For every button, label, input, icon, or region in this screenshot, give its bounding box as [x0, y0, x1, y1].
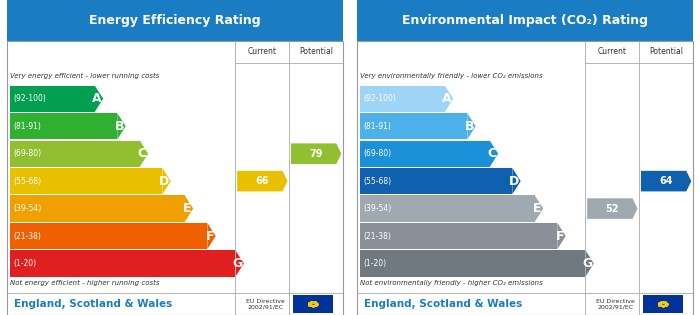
Bar — [10, 113, 118, 139]
Polygon shape — [162, 168, 171, 194]
Text: (39-54): (39-54) — [364, 204, 392, 213]
Text: Potential: Potential — [299, 48, 333, 56]
Bar — [360, 86, 444, 112]
Text: A: A — [442, 92, 452, 105]
Bar — [10, 140, 140, 167]
Polygon shape — [291, 143, 342, 164]
Text: (21-38): (21-38) — [14, 232, 41, 241]
Text: (21-38): (21-38) — [364, 232, 391, 241]
Polygon shape — [468, 113, 476, 139]
Text: (1-20): (1-20) — [14, 259, 37, 268]
Text: A: A — [92, 92, 102, 105]
Polygon shape — [235, 250, 244, 277]
Text: F: F — [556, 230, 564, 243]
Text: B: B — [115, 120, 124, 133]
Polygon shape — [140, 140, 148, 167]
Polygon shape — [444, 86, 453, 112]
Text: England, Scotland & Wales: England, Scotland & Wales — [14, 299, 172, 309]
Bar — [10, 196, 185, 222]
Polygon shape — [118, 113, 126, 139]
Polygon shape — [512, 168, 521, 194]
Text: G: G — [232, 257, 242, 270]
Text: 66: 66 — [256, 176, 269, 186]
Text: Very environmentally friendly - lower CO₂ emissions: Very environmentally friendly - lower CO… — [360, 72, 543, 79]
Text: D: D — [509, 175, 519, 188]
Bar — [643, 295, 683, 312]
Text: (92-100): (92-100) — [14, 94, 47, 103]
Text: D: D — [159, 175, 169, 188]
Bar — [360, 168, 512, 194]
Bar — [360, 140, 490, 167]
Text: Not environmentally friendly - higher CO₂ emissions: Not environmentally friendly - higher CO… — [360, 280, 543, 286]
Text: (69-80): (69-80) — [364, 149, 392, 158]
Text: (69-80): (69-80) — [14, 149, 42, 158]
Text: (92-100): (92-100) — [364, 94, 397, 103]
Polygon shape — [641, 171, 692, 192]
Text: (55-68): (55-68) — [364, 177, 392, 186]
Text: Environmental Impact (CO₂) Rating: Environmental Impact (CO₂) Rating — [402, 14, 648, 27]
Text: F: F — [206, 230, 214, 243]
Text: (81-91): (81-91) — [14, 122, 41, 131]
Text: (81-91): (81-91) — [364, 122, 391, 131]
Text: E: E — [533, 202, 542, 215]
Bar — [360, 250, 585, 277]
Polygon shape — [585, 250, 594, 277]
Text: B: B — [465, 120, 474, 133]
Text: Current: Current — [248, 48, 277, 56]
Bar — [7, 41, 343, 315]
Bar — [360, 196, 535, 222]
Bar — [360, 113, 468, 139]
Text: Energy Efficiency Rating: Energy Efficiency Rating — [89, 14, 261, 27]
Polygon shape — [557, 223, 566, 249]
Bar — [10, 250, 235, 277]
Polygon shape — [237, 171, 288, 192]
Polygon shape — [587, 198, 638, 219]
Text: G: G — [582, 257, 592, 270]
Text: 79: 79 — [309, 149, 323, 159]
Bar — [10, 223, 207, 249]
Text: Potential: Potential — [649, 48, 683, 56]
Text: 64: 64 — [659, 176, 673, 186]
Text: Not energy efficient - higher running costs: Not energy efficient - higher running co… — [10, 280, 160, 286]
Bar — [10, 86, 94, 112]
Polygon shape — [490, 140, 498, 167]
Text: England, Scotland & Wales: England, Scotland & Wales — [364, 299, 522, 309]
Text: Current: Current — [598, 48, 627, 56]
FancyBboxPatch shape — [357, 0, 693, 41]
Text: C: C — [487, 147, 496, 160]
Bar — [293, 295, 333, 312]
Text: Very energy efficient - lower running costs: Very energy efficient - lower running co… — [10, 72, 160, 79]
Bar — [357, 41, 693, 315]
Text: EU Directive
2002/91/EC: EU Directive 2002/91/EC — [246, 299, 285, 309]
Bar — [360, 223, 557, 249]
Polygon shape — [535, 196, 543, 222]
Text: C: C — [137, 147, 146, 160]
Polygon shape — [94, 86, 103, 112]
Text: 52: 52 — [606, 203, 619, 214]
Polygon shape — [185, 196, 193, 222]
Text: (39-54): (39-54) — [14, 204, 42, 213]
Text: (55-68): (55-68) — [14, 177, 42, 186]
Text: EU Directive
2002/91/EC: EU Directive 2002/91/EC — [596, 299, 635, 309]
Text: E: E — [183, 202, 192, 215]
Text: (1-20): (1-20) — [364, 259, 387, 268]
Bar — [10, 168, 162, 194]
FancyBboxPatch shape — [7, 0, 343, 41]
Polygon shape — [207, 223, 216, 249]
